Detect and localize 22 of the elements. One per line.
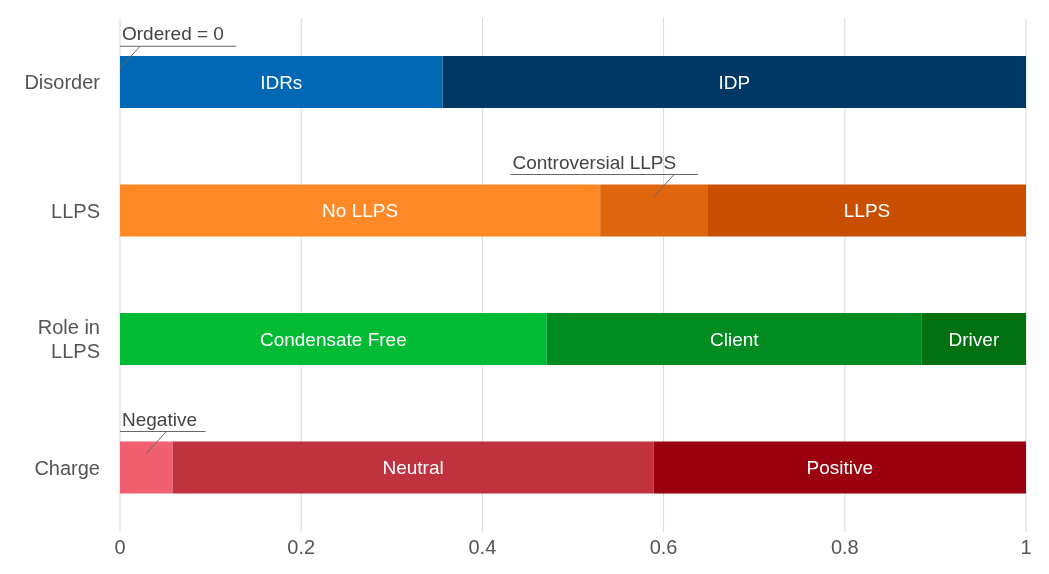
x-tick-label: 0.8 bbox=[830, 536, 859, 559]
x-tick-label: 0.6 bbox=[649, 536, 678, 559]
annotation: Ordered = 0 bbox=[122, 23, 224, 45]
series-label: Condensate Free bbox=[259, 328, 407, 350]
series-label: IDP bbox=[718, 71, 751, 93]
y-tick-label: LLPS bbox=[51, 199, 100, 222]
x-tick-label: 0.2 bbox=[287, 536, 316, 559]
y-tick-label: Role in LLPS bbox=[37, 316, 100, 363]
series-label: Client bbox=[709, 328, 760, 350]
y-tick-label: Charge bbox=[34, 456, 100, 479]
y-tick-label: Disorder bbox=[24, 71, 101, 94]
series-label: Negative bbox=[122, 408, 197, 430]
x-tick-label: 0.4 bbox=[468, 536, 497, 559]
series-label: Driver bbox=[948, 328, 1000, 350]
series-label: Controversial LLPS bbox=[512, 151, 677, 173]
series-label: IDRs bbox=[260, 71, 303, 93]
x-tick-label: 1 bbox=[1020, 536, 1032, 559]
series-label: LLPS bbox=[843, 200, 891, 221]
series-label: Positive bbox=[806, 457, 874, 478]
series-label: No LLPS bbox=[322, 200, 399, 221]
x-tick-label: 0 bbox=[114, 536, 126, 559]
series-label: Neutral bbox=[382, 457, 444, 478]
